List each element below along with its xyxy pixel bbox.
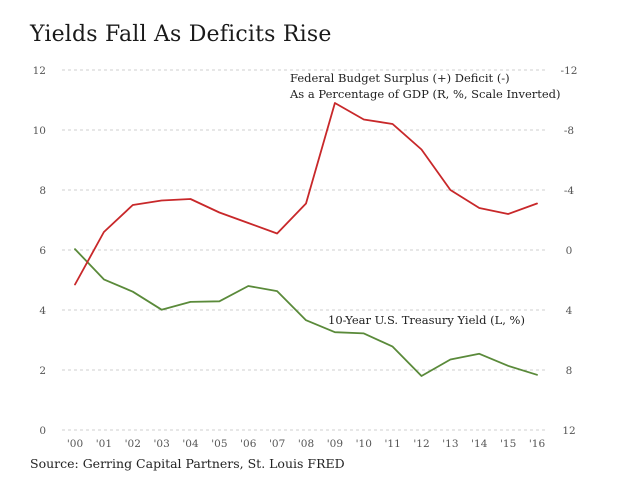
y-right-tick-label: 0	[566, 245, 573, 257]
y-right-tick-label: 4	[566, 305, 573, 317]
x-tick-label: '08	[298, 438, 314, 450]
y-left-tick-label: 0	[39, 425, 46, 437]
x-tick-label: '15	[500, 438, 516, 450]
x-tick-label: '00	[67, 438, 83, 450]
treasury-annotation: 10-Year U.S. Treasury Yield (L, %)	[328, 313, 525, 327]
y-left-tick-label: 8	[39, 185, 46, 197]
x-tick-label: '06	[240, 438, 257, 450]
x-tick-label: '03	[154, 438, 170, 450]
x-tick-label: '10	[356, 438, 372, 450]
y-right-tick-label: -12	[561, 65, 578, 77]
x-tick-label: '13	[442, 438, 458, 450]
y-right-tick-label: -8	[564, 125, 574, 137]
x-tick-label: '11	[385, 438, 401, 450]
y-left-tick-label: 10	[33, 125, 46, 137]
x-tick-label: '07	[269, 438, 285, 450]
x-tick-label: '05	[211, 438, 227, 450]
x-tick-label: '09	[327, 438, 343, 450]
y-left-tick-label: 2	[39, 365, 46, 377]
x-tick-label: '02	[125, 438, 141, 450]
y-right-tick-label: 12	[562, 425, 575, 437]
y-right-tick-label: -4	[564, 185, 575, 197]
budget-deficit-line	[74, 102, 538, 286]
treasury-yield-line	[74, 248, 538, 377]
x-tick-label: '04	[182, 438, 199, 450]
budget-annotation-line2: As a Percentage of GDP (R, %, Scale Inve…	[289, 87, 561, 101]
chart-title: Yields Fall As Deficits Rise	[30, 22, 332, 47]
source-note: Source: Gerring Capital Partners, St. Lo…	[30, 456, 345, 471]
budget-annotation-line1: Federal Budget Surplus (+) Deficit (-)	[290, 71, 510, 85]
x-tick-label: '16	[529, 438, 546, 450]
x-tick-label: '14	[471, 438, 488, 450]
x-tick-label: '12	[413, 438, 429, 450]
y-left-tick-label: 12	[33, 65, 46, 77]
y-right-tick-label: 8	[566, 365, 573, 377]
y-left-tick-label: 4	[39, 305, 46, 317]
y-left-tick-label: 6	[39, 245, 46, 257]
x-tick-label: '01	[96, 438, 112, 450]
